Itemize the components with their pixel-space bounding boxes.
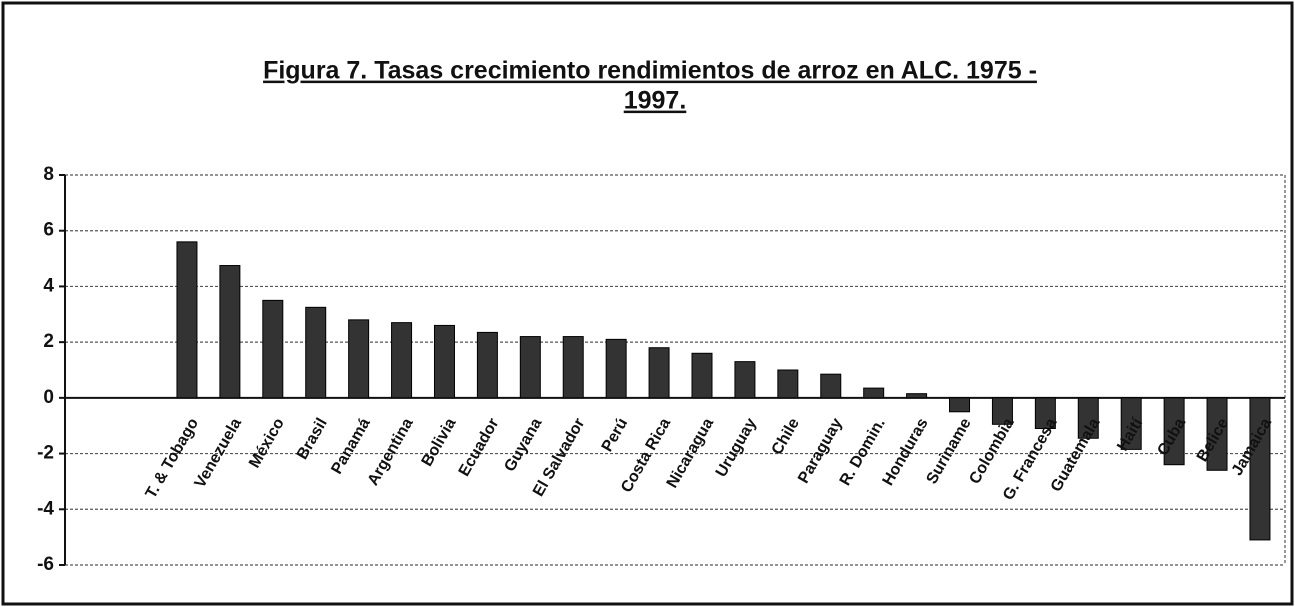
x-tick-label: Perú [599, 415, 632, 454]
y-tick-label: 0 [43, 387, 54, 408]
bar [1206, 397, 1228, 471]
bar [348, 319, 370, 399]
bar [991, 397, 1013, 425]
x-tick-label: Uruguay [713, 415, 760, 480]
y-tick-label: -4 [37, 498, 54, 519]
x-tick-label: Argentina [365, 415, 417, 488]
bar [433, 324, 455, 399]
bar [1249, 397, 1271, 541]
y-tick-label: 6 [43, 220, 54, 241]
y-tick-label: 4 [43, 275, 54, 296]
y-tick-label: 8 [43, 164, 54, 185]
bar [1163, 397, 1185, 466]
bar [219, 265, 241, 399]
bar [1077, 397, 1099, 439]
bar [605, 338, 627, 399]
bar [906, 393, 928, 399]
bar [562, 336, 584, 399]
y-tick-label: -6 [37, 554, 54, 575]
bar [1120, 397, 1142, 450]
y-tick-label: 2 [43, 331, 54, 352]
bar [519, 336, 541, 399]
bar [648, 347, 670, 399]
x-tick-label: Panamá [328, 415, 373, 477]
bar [305, 306, 327, 399]
x-tick-label: Guyana [501, 415, 545, 474]
bar [476, 331, 498, 399]
bar [949, 397, 971, 413]
bar [391, 322, 413, 399]
bar [820, 373, 842, 399]
x-tick-label: T. & Tobago [143, 415, 203, 501]
y-tick-label: -2 [37, 443, 54, 464]
x-tick-label: Bolivia [419, 415, 460, 469]
bar [176, 241, 198, 399]
bar [777, 369, 799, 399]
chart-subtitle: 1997. [624, 87, 687, 115]
x-tick-label: Haití [1114, 415, 1146, 454]
chart-title: Figura 7. Tasas crecimiento rendimientos… [263, 57, 1037, 85]
x-tick-label: Brasil [294, 415, 331, 462]
bar [262, 299, 284, 399]
bar [691, 352, 713, 399]
x-tick-label: México [246, 415, 288, 471]
x-tick-label: Ecuador [456, 415, 503, 479]
x-tick-label: Chile [769, 415, 803, 457]
bar [1034, 397, 1056, 430]
bar [734, 361, 756, 399]
bar [863, 387, 885, 399]
